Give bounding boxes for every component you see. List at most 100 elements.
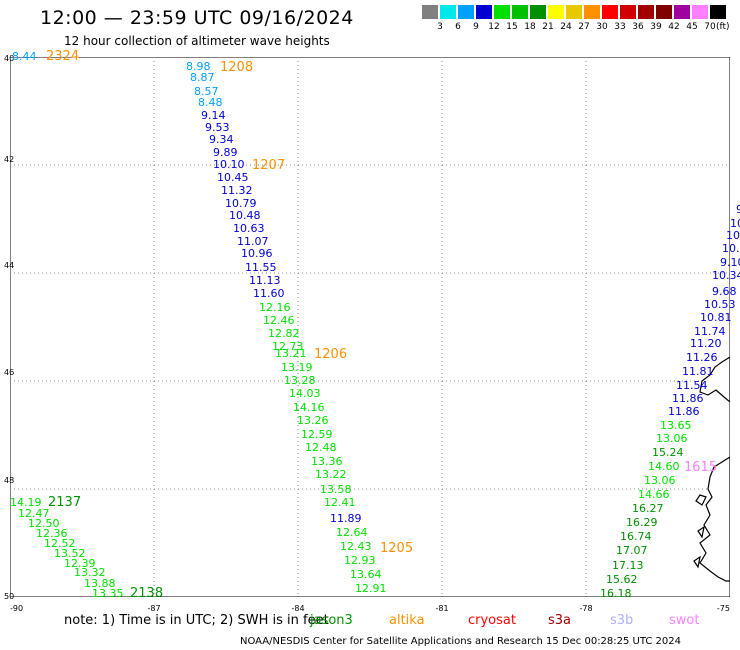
wave-height-value: 10.79 <box>225 197 257 210</box>
wave-height-value: 14.66 <box>638 488 670 501</box>
legend-swatch <box>638 5 654 19</box>
wave-height-value: 9.14 <box>201 109 226 122</box>
satellite-legend-altika: altika <box>389 613 425 628</box>
wave-height-value: 11.86 <box>668 405 700 418</box>
wave-height-value: 12.16 <box>259 301 291 314</box>
wave-height-value: 10.48 <box>229 209 261 222</box>
wave-height-value: 12.50 <box>28 517 60 530</box>
pass-time-label: 1207 <box>252 158 286 173</box>
lon-tick-label: -84 <box>291 604 305 613</box>
wave-height-value: 9.68 <box>712 285 737 298</box>
wave-height-value: 15.62 <box>606 573 638 586</box>
wave-height-value: 13.06 <box>656 432 688 445</box>
pass-time-label: 2138 <box>130 586 164 601</box>
wave-height-value: 11.26 <box>686 351 718 364</box>
wave-height-value: 12.48 <box>305 441 337 454</box>
wave-height-value: 13.19 <box>281 361 313 374</box>
credit-line: NOAA/NESDIS Center for Satellite Applica… <box>240 636 682 647</box>
wave-height-value: 16.74 <box>620 530 652 543</box>
wave-height-value: 10.63 <box>233 222 265 235</box>
legend-label: 6 <box>455 22 461 32</box>
legend-swatch <box>476 5 492 19</box>
legend-swatch <box>692 5 708 19</box>
wave-height-value: 13.32 <box>74 566 106 579</box>
wave-height-value: 13.28 <box>284 374 316 387</box>
wave-height-value: 12.91 <box>355 582 387 595</box>
satellite-legend-swot: swot <box>669 613 700 628</box>
lat-tick-label: 46 <box>4 368 15 377</box>
legend-label: 39 <box>650 22 662 32</box>
legend-label: 33 <box>614 22 626 32</box>
wave-height-value: 13.35 <box>92 587 124 600</box>
wave-height-value: 12.41 <box>324 496 356 509</box>
pass-time-label: 1208 <box>220 60 254 75</box>
wave-height-value: 15.24 <box>652 446 684 459</box>
legend-swatch <box>494 5 510 19</box>
wave-height-value: 16.27 <box>632 502 664 515</box>
wave-height-value: 10.10 <box>213 158 245 171</box>
pass-time-label: 1205 <box>380 541 414 556</box>
wave-height-value: 11.81 <box>682 365 714 378</box>
legend-swatch <box>602 5 618 19</box>
legend-label: 36 <box>632 22 644 32</box>
satellite-legend-jason3: jason3 <box>310 613 353 628</box>
wave-height-value: 13.26 <box>297 414 329 427</box>
wave-height-value: 14.16 <box>293 401 325 414</box>
wave-height-value: 12.64 <box>336 526 368 539</box>
lat-tick-label: 48 <box>4 476 15 485</box>
lon-tick-label: -75 <box>716 604 730 613</box>
wave-height-value: 17.07 <box>616 544 648 557</box>
legend-label: 45 <box>686 22 698 32</box>
legend-label: 30 <box>596 22 608 32</box>
legend-swatch <box>422 5 438 19</box>
wave-height-value: 12.73 <box>272 340 304 353</box>
wave-height-value: 13.58 <box>320 483 352 496</box>
wave-height-value: 9.10 <box>720 256 740 269</box>
legend-swatch <box>440 5 456 19</box>
map-subtitle: 12 hour collection of altimeter wave hei… <box>64 34 330 48</box>
legend-label: 12 <box>488 22 500 32</box>
wave-height-value: 9 <box>736 203 740 216</box>
wave-height-value: 10.81 <box>700 311 732 324</box>
wave-height-value: 13.21 <box>275 347 307 360</box>
wave-height-value: 10.45 <box>217 171 249 184</box>
wave-height-value: 8.48 <box>198 96 223 109</box>
legend-label: 3 <box>437 22 443 32</box>
wave-height-value: 10. <box>726 229 740 242</box>
wave-height-value: 14.19 <box>10 496 42 509</box>
legend-label: 27 <box>578 22 590 32</box>
wave-height-value: 10.34 <box>712 269 740 282</box>
wave-height-value: 8.57 <box>194 85 219 98</box>
wave-height-value: 10.7 <box>722 242 740 255</box>
legend-label: 18 <box>524 22 536 32</box>
legend-swatch <box>512 5 528 19</box>
wave-height-value: 13.52 <box>54 547 86 560</box>
lon-tick-label: -90 <box>10 604 24 613</box>
wave-height-value: 12.82 <box>268 327 300 340</box>
legend-swatch <box>530 5 546 19</box>
legend-swatch <box>656 5 672 19</box>
pass-time-label: 2324 <box>46 49 80 64</box>
wave-height-value: 13.88 <box>84 577 116 590</box>
wave-height-value: 8.87 <box>190 71 215 84</box>
wave-height-value: 8.44 <box>12 50 37 63</box>
wave-height-value: 11.86 <box>672 392 704 405</box>
wave-height-value: 11.20 <box>690 337 722 350</box>
satellite-legend-s3b: s3b <box>610 613 634 628</box>
legend-label: 9 <box>473 22 479 32</box>
wave-height-value: 13.22 <box>315 468 347 481</box>
wave-height-value: 8.98 <box>186 60 211 73</box>
legend-label: 15 <box>506 22 518 32</box>
pass-time-label: 1615 <box>684 460 718 475</box>
legend-swatch <box>674 5 690 19</box>
wave-height-value: 14.60 <box>648 460 680 473</box>
legend-swatch <box>620 5 636 19</box>
lat-tick-label: 40 <box>4 54 15 63</box>
lat-tick-label: 44 <box>4 261 15 270</box>
lat-tick-label: 42 <box>4 155 15 164</box>
wave-height-value: 11.60 <box>253 287 285 300</box>
wave-height-value: 12.52 <box>44 537 76 550</box>
wave-height-value: 13.06 <box>644 474 676 487</box>
wave-height-value: 12.47 <box>18 507 50 520</box>
wave-height-value: 12.59 <box>301 428 333 441</box>
